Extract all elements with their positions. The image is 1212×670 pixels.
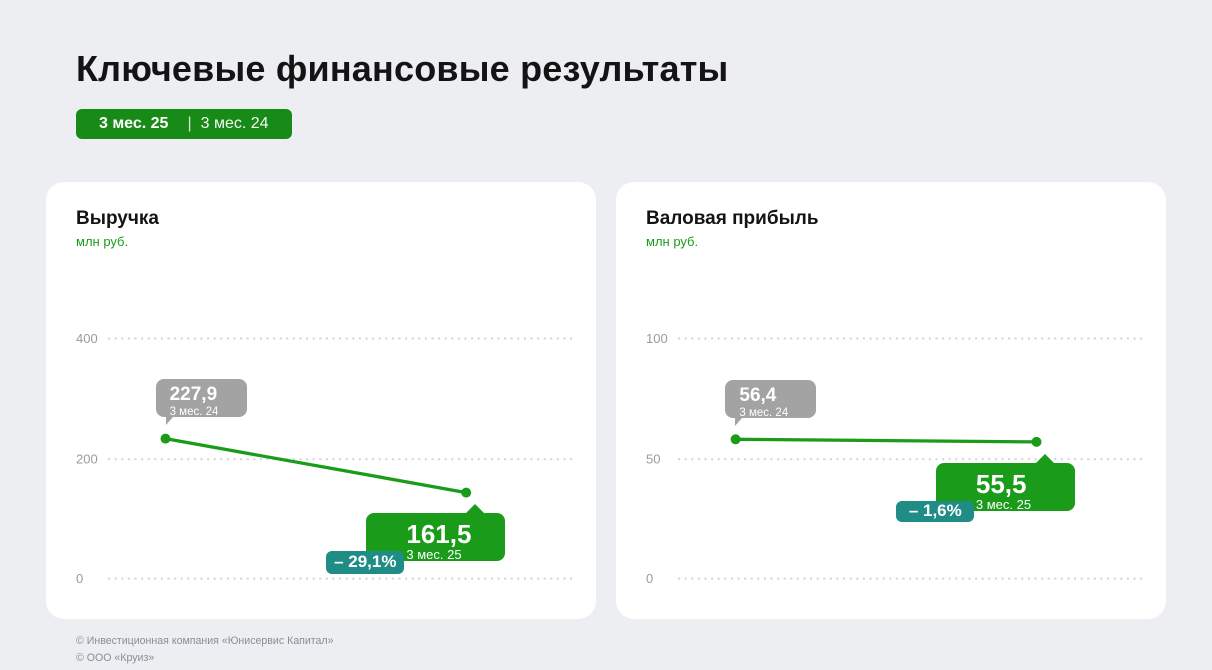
svg-text:0: 0 <box>76 571 83 586</box>
svg-text:200: 200 <box>76 452 98 467</box>
svg-text:50: 50 <box>646 452 660 467</box>
svg-text:100: 100 <box>646 331 668 346</box>
svg-text:0: 0 <box>646 571 653 586</box>
svg-text:400: 400 <box>76 331 98 346</box>
